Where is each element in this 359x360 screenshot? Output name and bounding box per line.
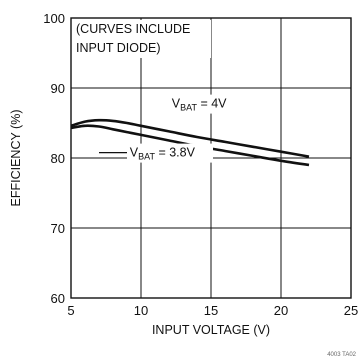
figure-code: 4003 TA02 (327, 352, 356, 358)
y-axis-label: EFFICIENCY (%) (9, 110, 23, 207)
x-tick-label: 10 (134, 303, 148, 318)
series-label-4v: VBAT = 4V (172, 97, 227, 113)
y-tick-label: 100 (43, 11, 65, 26)
series-label-38v-sub: BAT (138, 152, 155, 162)
series-label-4v-sub: BAT (180, 103, 197, 113)
series-label-38v-suffix: = 3.8V (155, 146, 196, 160)
series-lines (70, 118, 310, 167)
x-tick-label: 15 (204, 303, 218, 318)
series-label-4v-background (169, 94, 247, 114)
series-line-2 (70, 124, 310, 167)
series-line-1 (70, 118, 310, 158)
x-tick-labels: 5 10 15 20 25 (67, 303, 358, 318)
series-label-38v-prefix: V (130, 146, 139, 160)
series-label-4v-suffix: = 4V (197, 97, 227, 111)
y-tick-labels: 60 70 80 90 100 (43, 11, 65, 306)
y-tick-label: 70 (51, 221, 65, 236)
note-line-1: (CURVES INCLUDE (76, 22, 190, 36)
x-tick-label: 25 (344, 303, 358, 318)
plot-frame (70, 17, 352, 299)
x-axis-label: INPUT VOLTAGE (V) (152, 323, 270, 337)
x-tick-label: 20 (274, 303, 288, 318)
series-label-38v-background (127, 143, 213, 163)
note-line-2: INPUT DIODE) (76, 41, 161, 55)
y-tick-label: 60 (51, 291, 65, 306)
note-background (73, 20, 211, 58)
y-tick-label: 90 (51, 81, 65, 96)
x-tick-label: 5 (67, 303, 74, 318)
y-tick-label: 80 (51, 151, 65, 166)
series-label-38v: VBAT = 3.8V (130, 146, 196, 162)
series-label-4v-prefix: V (172, 97, 181, 111)
